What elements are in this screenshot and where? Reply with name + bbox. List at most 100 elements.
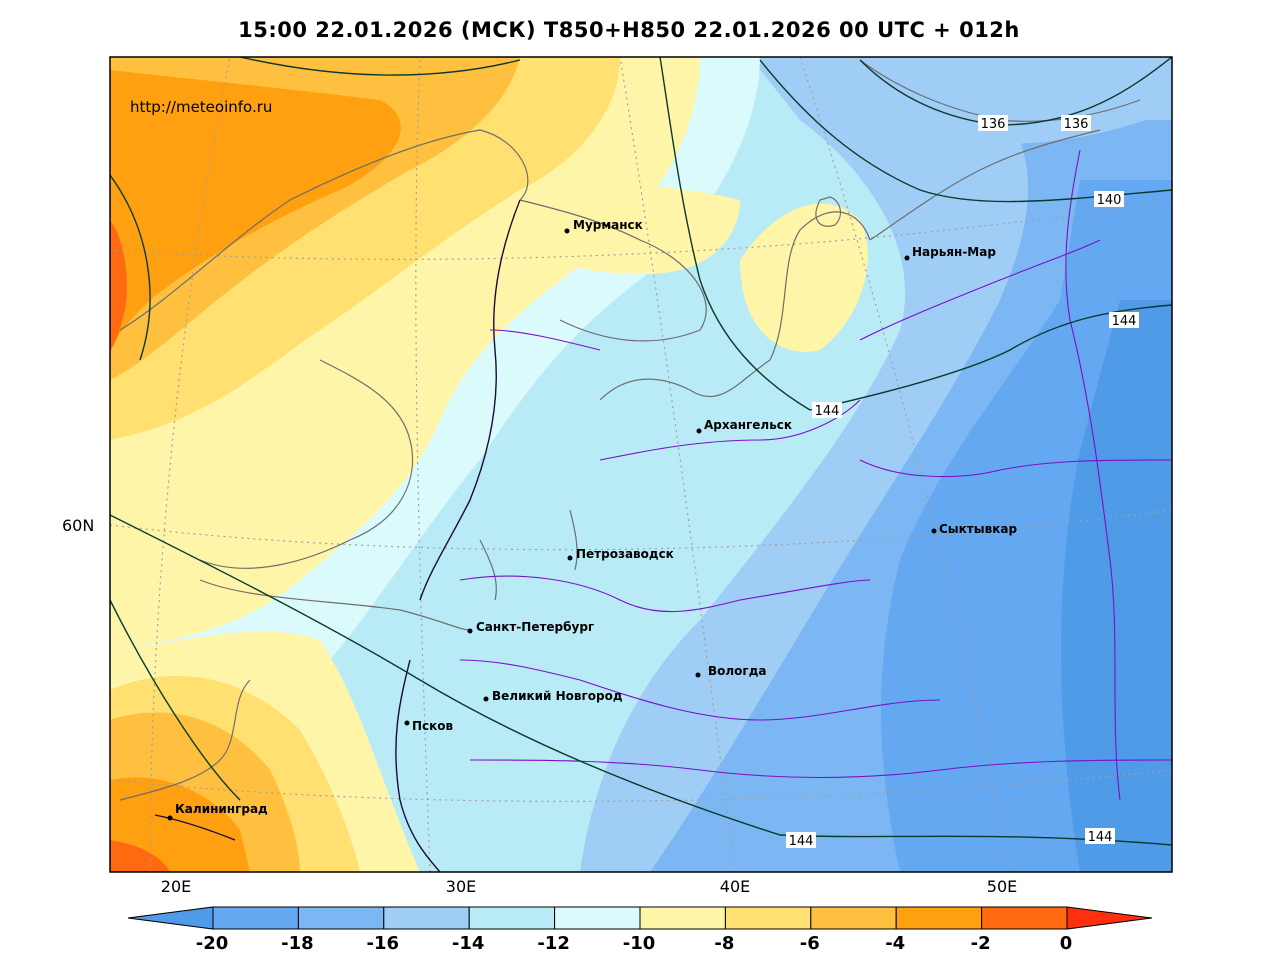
colorbar-label: -10	[623, 933, 656, 954]
city-label-spb: Санкт-Петербург	[476, 620, 594, 634]
colorbar-label: -4	[885, 933, 905, 954]
isohypse-144-south	[110, 514, 1172, 846]
country-borders	[154, 199, 521, 872]
colorbar-segment	[468, 906, 556, 930]
colorbar-label: -16	[367, 933, 400, 954]
colorbar-label: 0	[1060, 933, 1073, 954]
isohypse-label-136a: 136	[981, 117, 1006, 132]
meridian-50e	[799, 57, 1011, 872]
baltic-coast	[119, 679, 251, 801]
city-label-veliky-novgorod: Великий Новгород	[492, 689, 623, 703]
ladoga-lake	[479, 539, 497, 601]
lon-label-40e: 40E	[720, 877, 750, 896]
norway-coast	[119, 129, 529, 331]
city-dot-vologda	[695, 672, 701, 678]
city-markers: Мурманск Нарьян-Мар Архангельск Сыктывка…	[167, 218, 1017, 821]
isohypse-labels: 136 136 140 144 144 144 144	[786, 115, 1139, 849]
city-dot-arkhangelsk	[696, 428, 702, 434]
isohypse-label-144a: 144	[1112, 314, 1137, 329]
isohypse-label-bg-6	[1085, 828, 1115, 844]
colorbar-segment	[212, 906, 299, 930]
colorbar-label: -2	[971, 933, 991, 954]
city-label-petrozavodsk: Петрозаводск	[576, 547, 674, 561]
gulf-finland-coast	[199, 579, 471, 631]
isohypse-southwest	[110, 599, 241, 801]
kanin-coast	[769, 211, 871, 361]
isohypse-144-east	[809, 304, 1172, 411]
colorbar-segment	[639, 906, 726, 930]
isohypse-140	[759, 59, 1172, 203]
kola-coast	[519, 199, 707, 342]
colorbar: -20 -18 -16 -14 -12 -10 -8 -6 -4 -2 0	[127, 906, 1153, 954]
city-label-naryan-mar: Нарьян-Мар	[912, 245, 996, 259]
onega-lake	[569, 509, 578, 571]
region-border-central	[459, 659, 941, 721]
isohypse-label-bg-3	[1109, 312, 1139, 328]
isohypse-west-1	[110, 174, 151, 361]
band-m2	[110, 220, 127, 350]
kaliningrad-border	[154, 814, 236, 841]
isohypse-label-144d: 144	[1088, 830, 1113, 845]
colorbar-label: -8	[714, 933, 734, 954]
colorbar-label: -20	[196, 933, 229, 954]
colorbar-segment	[554, 906, 641, 930]
isohypse-label-140: 140	[1097, 193, 1122, 208]
city-dot-pskov	[404, 720, 410, 726]
band-kola	[540, 180, 740, 275]
colorbar-segment	[383, 906, 470, 930]
city-label-syktyvkar: Сыктывкар	[939, 522, 1017, 536]
isohypse-label-144b: 144	[815, 404, 840, 419]
city-dot-petrozavodsk	[567, 555, 573, 561]
isohypse-north-1	[239, 57, 521, 76]
city-label-kaliningrad: Калининград	[175, 802, 268, 816]
colorbar-label: -14	[452, 933, 485, 954]
city-label-pskov: Псков	[412, 719, 454, 733]
finland-russia-border	[419, 199, 521, 601]
isohypse-label-bg-4	[812, 402, 842, 418]
isohypse-label-bg-2	[1094, 191, 1124, 207]
lat-label-60n: 60N	[62, 516, 94, 535]
baltic-russia-border	[395, 659, 441, 872]
region-border-komi	[859, 459, 1172, 478]
isohypse-label-bg-1	[1061, 115, 1091, 131]
isohypse-label-bg-0	[978, 115, 1008, 131]
band-m2-south	[110, 840, 170, 872]
temperature-field	[110, 57, 1172, 872]
site-url: http://meteoinfo.ru	[130, 98, 272, 116]
region-borders	[459, 149, 1172, 801]
region-border-murmansk	[489, 329, 601, 351]
colorbar-segment	[895, 906, 983, 930]
region-border-nao	[859, 239, 1101, 341]
isohypse-label-bg-5	[786, 832, 816, 848]
region-border-karelia-arkh	[599, 399, 861, 461]
axis-labels: 60N 20E 30E 40E 50E	[62, 516, 1017, 896]
grid-lines	[110, 57, 1172, 872]
city-dot-syktyvkar	[931, 528, 937, 534]
map-frame	[109, 56, 1173, 873]
coastlines	[119, 59, 1141, 801]
city-dot-spb	[467, 628, 473, 634]
isohypse-label-136b: 136	[1064, 117, 1089, 132]
city-dot-naryan-mar	[904, 255, 910, 261]
colorbar-right-arrow	[1066, 906, 1153, 930]
colorbar-label: -18	[281, 933, 314, 954]
gulf-bothnia-coast	[199, 359, 414, 569]
region-border-vologda	[459, 575, 871, 613]
colorbar-segment	[810, 906, 897, 930]
map-title: 15:00 22.01.2026 (МСК) T850+H850 22.01.2…	[238, 18, 1020, 42]
colorbar-segment	[981, 906, 1068, 930]
city-dot-murmansk	[564, 228, 570, 234]
band-m4	[110, 70, 401, 360]
lon-label-20e: 20E	[161, 877, 191, 896]
kolguev-island	[815, 196, 842, 227]
band-m20	[1061, 300, 1172, 872]
region-border-ural	[1065, 149, 1121, 801]
lon-label-30e: 30E	[446, 877, 476, 896]
isohypse-label-144c: 144	[789, 834, 814, 849]
city-label-murmansk: Мурманск	[573, 218, 643, 232]
lon-label-50e: 50E	[987, 877, 1017, 896]
band-m4-south	[110, 777, 250, 872]
colorbar-label: -12	[537, 933, 570, 954]
